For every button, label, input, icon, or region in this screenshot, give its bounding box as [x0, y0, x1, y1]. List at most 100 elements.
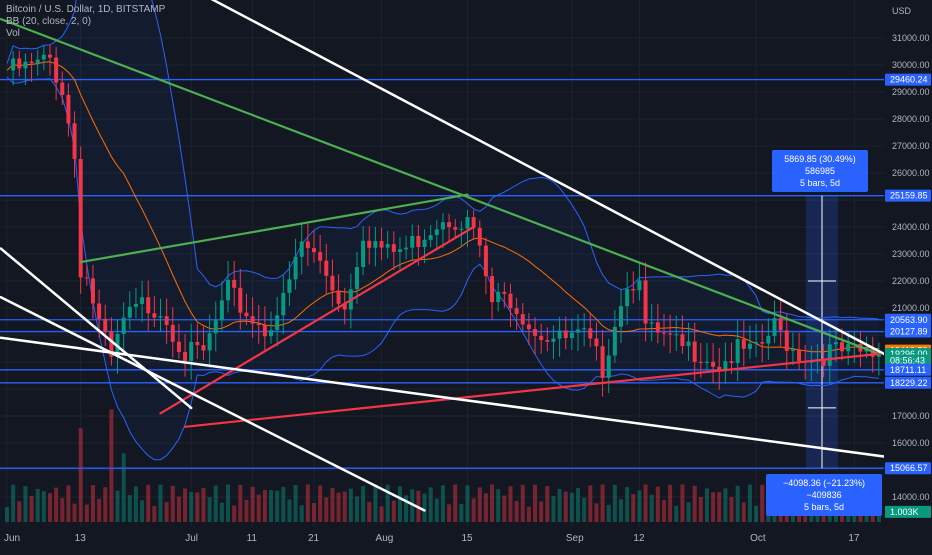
volume-bar — [287, 499, 292, 522]
red-trendline[interactable] — [159, 225, 475, 415]
volume-bar — [201, 488, 206, 522]
trendlines[interactable] — [0, 0, 932, 512]
candle-body — [686, 341, 691, 346]
white-trendline[interactable] — [0, 336, 932, 469]
volume-bar — [256, 494, 261, 522]
volume-bar — [520, 484, 525, 522]
price-tag[interactable] — [885, 313, 931, 326]
white-trendline[interactable] — [81, 0, 932, 400]
candle-body — [367, 240, 372, 248]
volume-bar — [213, 485, 218, 522]
volume-bar — [54, 487, 59, 522]
candle-body — [545, 340, 550, 342]
volume-bar — [711, 492, 716, 522]
candle-body — [183, 351, 188, 361]
currency-label: USD — [892, 6, 912, 16]
volume-bar — [698, 496, 703, 522]
candle-body — [447, 222, 452, 228]
candle-body — [846, 344, 851, 352]
candle-body — [219, 300, 224, 321]
price-tag[interactable] — [885, 462, 931, 475]
price-tag[interactable] — [885, 73, 931, 86]
volume-bar — [312, 503, 316, 522]
candle-body — [170, 324, 175, 342]
time-tick-label: 15 — [462, 533, 474, 544]
white-trendline[interactable] — [0, 295, 426, 512]
volume-bar — [404, 495, 409, 522]
candle-body — [784, 330, 789, 351]
white-trendline[interactable] — [0, 247, 193, 410]
volume-indicator-label[interactable]: Vol — [6, 28, 20, 39]
volume-bar — [299, 505, 304, 522]
candle-body — [508, 293, 513, 309]
candle-body — [146, 297, 151, 314]
candle-body — [496, 291, 501, 303]
measure-down-box: −4098.36 (−21.23%) −409836 5 bars, 5d — [766, 474, 882, 516]
candle-body — [66, 94, 71, 124]
bb-basis — [6, 61, 879, 353]
time-tick-label: 13 — [75, 533, 87, 544]
candle-body — [465, 217, 470, 229]
volume-bar — [219, 502, 224, 522]
candle-body — [619, 306, 623, 327]
price-tag-label: 08:56:43 — [890, 356, 925, 366]
candle-body — [631, 289, 636, 291]
candle-body — [668, 333, 673, 335]
volume-bar — [293, 484, 298, 522]
candle-body — [582, 328, 587, 330]
candle-body — [723, 361, 728, 372]
volume-bar — [121, 453, 126, 522]
price-tag-label: 29460.24 — [890, 75, 928, 85]
volume-bar — [158, 484, 163, 522]
price-tag[interactable] — [885, 189, 931, 202]
candle-body — [483, 245, 488, 277]
candle-body — [674, 334, 679, 336]
volume-bar — [612, 485, 617, 522]
candle-body — [490, 276, 495, 303]
green-trendline[interactable] — [79, 193, 469, 264]
price-axis-bg — [884, 0, 932, 550]
candle-body — [606, 355, 611, 378]
volume-bar — [78, 428, 83, 522]
candle-body — [121, 317, 126, 334]
candle-body — [336, 290, 341, 304]
red-trendline[interactable] — [183, 352, 880, 428]
price-tag[interactable] — [885, 325, 931, 338]
candle-body — [698, 361, 703, 363]
price-tag[interactable] — [885, 354, 931, 367]
candle-body — [103, 318, 108, 332]
volume-bar — [668, 484, 673, 522]
candle-body — [735, 339, 740, 363]
price-tag[interactable] — [885, 505, 931, 518]
time-axis[interactable]: Jun13Jul1121Aug15Sep12Oct17Nov — [0, 526, 932, 550]
green-trendline[interactable] — [0, 18, 880, 355]
candle-body — [207, 333, 212, 351]
symbol-title[interactable]: Bitcoin / U.S. Dollar, 1D, BITSTAMP — [6, 4, 166, 15]
time-tick-label: 21 — [308, 533, 320, 544]
time-tick-label: Aug — [376, 533, 394, 544]
candle-body — [422, 239, 427, 248]
candle-body — [226, 279, 231, 301]
price-tag[interactable] — [885, 363, 931, 376]
volume-bar — [176, 496, 181, 522]
candle-body — [612, 326, 617, 356]
time-tick-label: Jun — [4, 533, 20, 544]
volume-bar — [354, 496, 359, 522]
price-tag[interactable] — [885, 376, 931, 389]
volume-bar — [471, 498, 476, 522]
candle-body — [60, 82, 65, 95]
candle-body — [47, 54, 52, 58]
bb-indicator-label[interactable]: BB (20, close, 2, 0) — [6, 16, 92, 27]
candle-body — [569, 332, 574, 339]
price-axis[interactable]: USD 31000.00 30000.00 29000.00 28000.00 27000… — [884, 0, 932, 550]
volume-bar — [152, 506, 157, 522]
candle-body — [637, 280, 642, 291]
candle-body — [416, 235, 421, 248]
candle-body — [643, 280, 648, 324]
volume-bar — [655, 486, 660, 522]
candle-body — [459, 228, 464, 230]
volume-bar — [594, 503, 599, 522]
candle-body — [385, 244, 390, 248]
